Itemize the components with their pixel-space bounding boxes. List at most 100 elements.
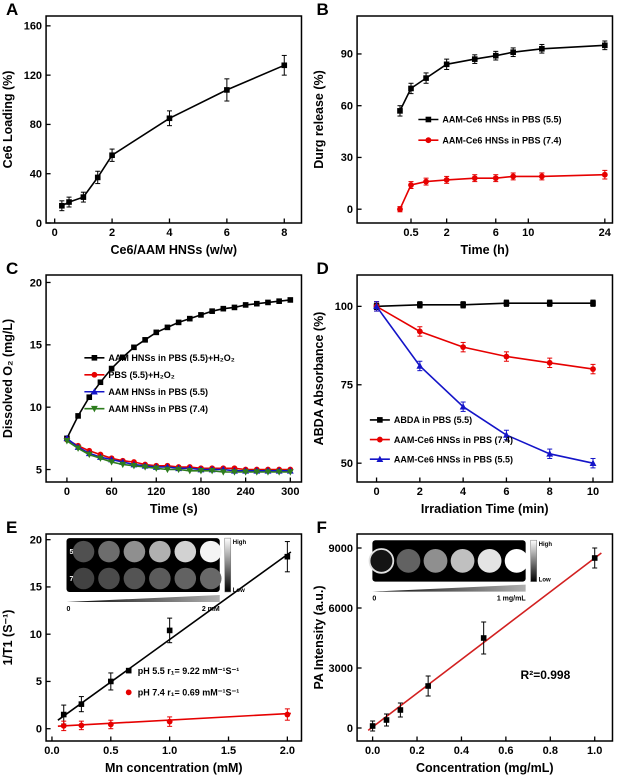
svg-text:1.5: 1.5: [221, 745, 236, 757]
svg-text:6: 6: [224, 227, 230, 239]
svg-text:Concentration (mg/mL): Concentration (mg/mL): [415, 761, 553, 775]
svg-text:PA Intensity (a.u.): PA Intensity (a.u.): [312, 585, 326, 689]
panel-label-A: A: [6, 0, 19, 19]
svg-text:0: 0: [36, 724, 42, 736]
svg-text:50: 50: [340, 458, 352, 470]
chart-F-pa-intensity: 0.0 0.2 0.4 0.6 0.8 1.0 0 3000 6000 9000 Concentra…: [312, 533, 613, 775]
svg-text:0: 0: [372, 596, 376, 603]
svg-text:R²=0.998: R²=0.998: [520, 668, 570, 682]
svg-text:3000: 3000: [328, 663, 353, 675]
svg-text:PBS (5.5)+H₂O₂: PBS (5.5)+H₂O₂: [108, 370, 174, 380]
svg-text:1 mg/mL: 1 mg/mL: [496, 596, 526, 603]
panel-B: B 0.5 2 6 10 24 0 30 60 90 Time (h) Durg release (…: [311, 0, 621, 259]
svg-text:Low: Low: [233, 588, 245, 594]
svg-text:180: 180: [192, 486, 210, 498]
svg-text:0.5: 0.5: [403, 227, 418, 239]
svg-text:90: 90: [340, 49, 352, 61]
chart-E-relaxivity: 0.0 0.5 1.0 1.5 2.0 0 5 10 15 20 Mn concentration …: [1, 533, 303, 775]
svg-text:6: 6: [503, 486, 509, 498]
svg-text:0.6: 0.6: [498, 745, 513, 757]
svg-text:Mn concentration (mM): Mn concentration (mM): [105, 761, 243, 775]
svg-text:0.2: 0.2: [409, 745, 424, 757]
svg-text:pH 5.5 r₁= 9.22 mM⁻¹S⁻¹: pH 5.5 r₁= 9.22 mM⁻¹S⁻¹: [138, 666, 240, 676]
svg-text:0.0: 0.0: [364, 745, 379, 757]
svg-text:8: 8: [546, 486, 552, 498]
panel-label-B: B: [316, 0, 329, 19]
svg-text:1/T1 (S⁻¹): 1/T1 (S⁻¹): [1, 610, 15, 666]
svg-text:15: 15: [30, 340, 42, 352]
svg-text:120: 120: [147, 486, 165, 498]
panel-label-E: E: [6, 518, 18, 537]
svg-text:Ce6 Loading (%): Ce6 Loading (%): [1, 71, 15, 169]
svg-text:0.4: 0.4: [453, 745, 469, 757]
panel-label-F: F: [316, 518, 327, 537]
svg-text:Irradiation Time (min): Irradiation Time (min): [420, 502, 548, 516]
svg-text:0: 0: [346, 204, 352, 216]
svg-text:4: 4: [166, 227, 173, 239]
svg-text:Durg release (%): Durg release (%): [312, 70, 326, 169]
svg-text:1.0: 1.0: [587, 745, 602, 757]
svg-text:10: 10: [522, 227, 534, 239]
svg-text:0: 0: [346, 723, 352, 735]
svg-text:60: 60: [340, 101, 352, 113]
svg-text:AAM-Ce6 HNSs in PBS (5.5): AAM-Ce6 HNSs in PBS (5.5): [393, 454, 512, 464]
svg-text:2.0: 2.0: [280, 745, 295, 757]
svg-text:High: High: [538, 542, 552, 548]
svg-text:120: 120: [24, 70, 42, 82]
panel-A: A 0 2 4 6 8 0 40 80 120 160 Ce6/AAM HNSs (w/w) Ce6 …: [0, 0, 311, 259]
svg-text:0: 0: [36, 218, 42, 230]
svg-text:AAM-Ce6 HNSs in PBS (7.4): AAM-Ce6 HNSs in PBS (7.4): [442, 135, 561, 145]
svg-text:0: 0: [373, 486, 379, 498]
svg-text:0: 0: [67, 606, 71, 613]
svg-text:AAM-Ce6 HNSs in PBS (7.4): AAM-Ce6 HNSs in PBS (7.4): [393, 435, 512, 445]
svg-text:Time (h): Time (h): [460, 243, 508, 257]
svg-text:10: 10: [30, 629, 42, 641]
svg-text:Low: Low: [538, 578, 550, 584]
svg-text:5: 5: [36, 464, 42, 476]
svg-text:80: 80: [30, 119, 42, 131]
svg-text:AAM HNSs in PBS (5.5)+H₂O₂: AAM HNSs in PBS (5.5)+H₂O₂: [108, 353, 234, 363]
svg-text:9000: 9000: [328, 543, 353, 555]
svg-text:AAM HNSs in PBS (5.5): AAM HNSs in PBS (5.5): [108, 387, 208, 397]
svg-text:6: 6: [492, 227, 498, 239]
svg-text:75: 75: [340, 380, 352, 392]
svg-text:AAM-Ce6 HNSs in PBS (5.5): AAM-Ce6 HNSs in PBS (5.5): [442, 115, 561, 125]
svg-text:0.0: 0.0: [44, 745, 59, 757]
svg-text:15: 15: [30, 582, 42, 594]
svg-text:6000: 6000: [328, 603, 353, 615]
svg-text:60: 60: [105, 486, 117, 498]
svg-text:30: 30: [340, 152, 352, 164]
svg-text:1.0: 1.0: [162, 745, 177, 757]
svg-text:0.8: 0.8: [542, 745, 557, 757]
svg-text:High: High: [233, 540, 247, 546]
chart-D-abda-absorbance: 0 2 4 6 8 10 50 75 100 Irradiation Time (min) ABDA…: [312, 274, 613, 516]
svg-text:0.5: 0.5: [103, 745, 118, 757]
panel-label-C: C: [6, 259, 19, 278]
panel-label-D: D: [316, 259, 329, 278]
svg-text:10: 10: [586, 486, 598, 498]
svg-text:4: 4: [460, 486, 467, 498]
svg-text:pH 7.4 r₁= 0.69 mM⁻¹S⁻¹: pH 7.4 r₁= 0.69 mM⁻¹S⁻¹: [138, 688, 240, 698]
svg-text:40: 40: [30, 169, 42, 181]
svg-text:Ce6/AAM HNSs (w/w): Ce6/AAM HNSs (w/w): [111, 243, 238, 257]
svg-text:Time (s): Time (s): [150, 502, 198, 516]
svg-text:2: 2: [416, 486, 422, 498]
panel-C: C 0 60 120 180 240 300 5 10 15 20 Time (s) Dissolve…: [0, 259, 311, 518]
svg-text:2: 2: [443, 227, 449, 239]
chart-C-dissolved-o2: 0 60 120 180 240 300 5 10 15 20 Time (s) Dissolved …: [1, 274, 303, 516]
svg-text:100: 100: [334, 301, 352, 313]
svg-text:ABDA Absorbance (%): ABDA Absorbance (%): [312, 312, 326, 446]
panel-E: E 0.0 0.5 1.0 1.5 2.0 0 5 10 15 20 Mn concentratio…: [0, 518, 311, 777]
svg-text:8: 8: [281, 227, 287, 239]
svg-text:300: 300: [281, 486, 299, 498]
svg-text:160: 160: [24, 21, 42, 33]
panel-F: F 0.0 0.2 0.4 0.6 0.8 1.0 0 3000 6000 9000 Concent…: [311, 518, 621, 777]
svg-text:ABDA in PBS (5.5): ABDA in PBS (5.5): [393, 415, 471, 425]
svg-text:2: 2: [109, 227, 115, 239]
chart-B-drug-release: 0.5 2 6 10 24 0 30 60 90 Time (h) Durg release (%)…: [312, 15, 613, 257]
svg-text:240: 240: [236, 486, 254, 498]
svg-text:0: 0: [52, 227, 58, 239]
svg-text:24: 24: [598, 227, 611, 239]
